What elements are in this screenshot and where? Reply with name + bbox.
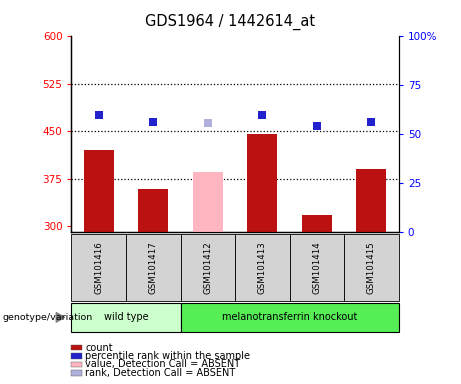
Text: count: count: [85, 343, 113, 353]
Text: GSM101412: GSM101412: [203, 242, 213, 294]
Text: melanotransferrin knockout: melanotransferrin knockout: [222, 312, 357, 323]
Text: GSM101415: GSM101415: [367, 242, 376, 294]
Bar: [84, 150, 114, 232]
Text: GSM101417: GSM101417: [149, 242, 158, 294]
Text: rank, Detection Call = ABSENT: rank, Detection Call = ABSENT: [85, 368, 236, 378]
Text: value, Detection Call = ABSENT: value, Detection Call = ABSENT: [85, 359, 240, 369]
Text: GSM101414: GSM101414: [313, 242, 321, 294]
Text: GSM101416: GSM101416: [94, 242, 103, 294]
Text: genotype/variation: genotype/variation: [2, 313, 93, 322]
Text: percentile rank within the sample: percentile rank within the sample: [85, 351, 250, 361]
Bar: [248, 134, 278, 232]
Text: GSM101413: GSM101413: [258, 242, 267, 294]
Text: wild type: wild type: [104, 312, 148, 323]
Bar: [193, 172, 223, 232]
Bar: [302, 215, 332, 232]
Bar: [138, 189, 168, 232]
Bar: [356, 169, 386, 232]
Text: GDS1964 / 1442614_at: GDS1964 / 1442614_at: [145, 13, 316, 30]
